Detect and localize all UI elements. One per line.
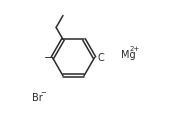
Text: −: −: [40, 90, 46, 96]
Text: −: −: [44, 53, 53, 63]
Text: C: C: [97, 53, 104, 63]
Text: 2+: 2+: [130, 46, 140, 52]
Text: Mg: Mg: [122, 50, 136, 60]
Text: Br: Br: [32, 93, 43, 103]
